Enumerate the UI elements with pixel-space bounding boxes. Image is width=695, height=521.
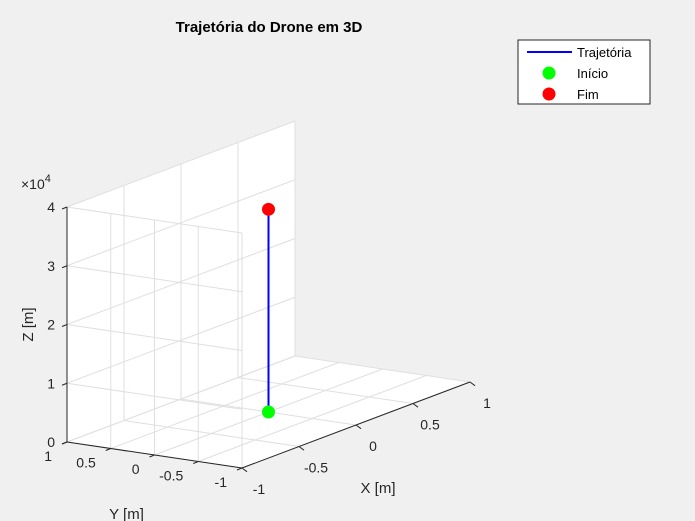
legend-swatch-inicio <box>542 66 556 80</box>
grid-line-z-side <box>66 265 243 293</box>
x-tick-label: 0 <box>369 438 377 454</box>
y-tick <box>105 448 111 451</box>
z-tick-label: 4 <box>47 199 55 215</box>
grid-line-z-side <box>66 324 243 351</box>
x-tick-label: -1 <box>253 481 266 497</box>
z-tick-label: 1 <box>47 375 55 391</box>
z-axis-label: Z [m] <box>20 307 37 341</box>
grid-line-z-back <box>66 179 296 267</box>
legend[interactable]: Trajetória Início Fim <box>517 39 651 105</box>
legend-swatch-fim <box>542 87 556 101</box>
grid-line-z-side <box>66 206 243 234</box>
legend-label-trajetoria: Trajetória <box>577 45 632 60</box>
x-tick <box>469 381 476 387</box>
z-tick-label: 2 <box>47 317 55 333</box>
marker-fim[interactable] <box>262 202 275 216</box>
grid-line-z-back <box>66 238 296 325</box>
y-tick <box>149 454 155 458</box>
grid-line-y-floor <box>110 362 339 449</box>
grid-line-y-floor <box>198 375 427 462</box>
z-tick-label: 3 <box>47 258 55 274</box>
x-tick <box>355 424 362 430</box>
z-tick-label: 0 <box>47 434 55 450</box>
z-exponent-power: 4 <box>45 173 51 185</box>
y-tick-label: 0 <box>132 461 140 477</box>
x-tick-label: 0.5 <box>420 417 440 433</box>
y-tick <box>193 461 199 464</box>
x-tick-label: 1 <box>483 395 491 411</box>
legend-box <box>517 39 651 105</box>
grid-line-z-back <box>66 296 296 384</box>
grid-line-z-side <box>66 382 243 410</box>
z-tick <box>61 265 68 269</box>
legend-label-inicio: Início <box>577 66 608 81</box>
marker-inicio[interactable] <box>262 405 275 419</box>
z-exponent-label: ×104 <box>21 173 51 192</box>
x-axis-label: X [m] <box>360 480 395 497</box>
y-tick-label: 1 <box>44 448 52 464</box>
z-tick <box>61 382 68 386</box>
y-axis-label: Y [m] <box>109 506 144 521</box>
grid-line-z-back <box>66 355 296 443</box>
z-tick <box>61 324 68 327</box>
y-tick <box>236 467 243 471</box>
x-tick <box>412 403 419 408</box>
x-tick-label: -0.5 <box>304 460 328 476</box>
x-tick <box>298 446 305 451</box>
y-tick-label: 0.5 <box>76 455 96 471</box>
z-tick <box>61 441 68 445</box>
grid-line-z-back <box>66 120 296 208</box>
legend-label-fim: Fim <box>577 87 599 102</box>
y-tick-label: -0.5 <box>159 468 183 484</box>
chart-title: Trajetória do Drone em 3D <box>176 19 363 36</box>
y-tick-label: -1 <box>215 474 228 490</box>
x-tick <box>241 467 248 473</box>
z-tick <box>61 206 68 210</box>
